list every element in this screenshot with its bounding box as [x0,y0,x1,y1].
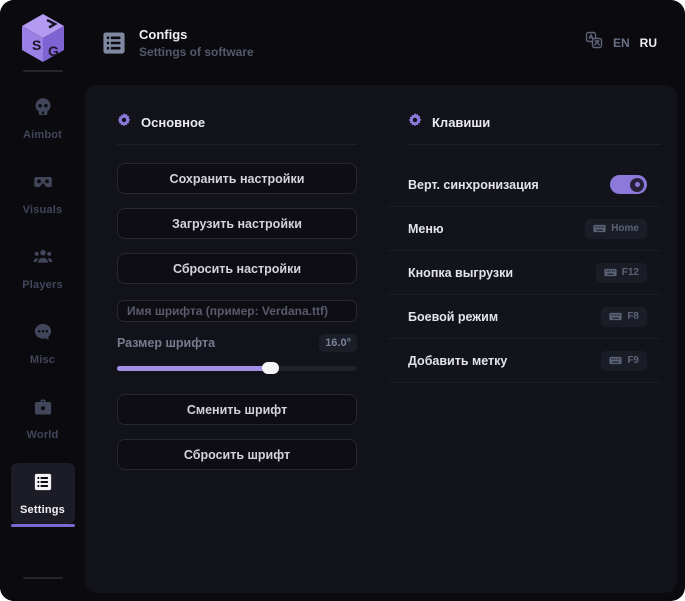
page-subtitle: Settings of software [139,44,254,59]
save-settings-button[interactable]: Сохранить настройки [117,163,357,194]
sidebar-item-label: Visuals [22,204,63,216]
page-title: Configs [139,26,188,42]
general-section-header: Основное [117,111,357,144]
sidebar-item-label: Aimbot [22,129,63,141]
add-mark-keybind-button[interactable]: F9 [601,350,647,371]
sidebar-item-misc[interactable]: Misc [11,313,75,374]
svg-text:S: S [32,37,41,53]
sidebar-item-settings[interactable]: Settings [10,463,75,527]
list-icon [33,472,53,497]
sidebar-item-aimbot[interactable]: Aimbot [11,88,75,149]
sidebar-item-label: World [26,429,59,441]
unload-keybind-button[interactable]: F12 [595,262,647,283]
reset-settings-button[interactable]: Сбросить настройки [117,253,357,284]
add-mark-key-row: Добавить метку F9 [388,339,661,383]
change-font-button[interactable]: Сменить шрифт [117,394,357,425]
main-area: Configs Settings of software EN RU Основ… [85,0,685,601]
lang-en-button[interactable]: EN [612,35,630,50]
reset-font-button[interactable]: Сбросить шрифт [117,439,357,470]
sidebar: S G Aimbot Visuals [0,0,85,601]
keyboard-icon [609,356,622,365]
general-section-title: Основное [141,115,206,130]
keys-section: Клавиши Верт. синхронизация Меню Home [388,111,677,593]
sidebar-item-visuals[interactable]: Visuals [11,163,75,224]
keyboard-icon [609,312,622,321]
font-size-slider[interactable] [117,362,357,374]
skull-icon [33,97,53,122]
lang-ru-button[interactable]: RU [639,35,657,50]
gear-icon [117,113,131,132]
slider-knob[interactable] [261,362,279,374]
keybind-value: Home [611,223,639,234]
vsync-row: Верт. синхронизация [388,163,661,207]
unload-key-label: Кнопка выгрузки [408,265,514,280]
briefcase-icon [33,397,53,422]
add-mark-key-label: Добавить метку [408,353,508,368]
section-divider [408,144,661,145]
menu-key-row: Меню Home [388,207,661,251]
toggle-knob [630,177,644,192]
sidebar-item-world[interactable]: World [11,388,75,449]
sidebar-item-players[interactable]: Players [11,238,75,299]
sidebar-nav: Aimbot Visuals Players Misc [0,88,85,527]
combat-keybind-button[interactable]: F8 [601,306,647,327]
configs-icon [101,30,127,56]
sidebar-item-label: Settings [20,504,65,516]
load-settings-button[interactable]: Загрузить настройки [117,208,357,239]
players-icon [33,247,53,272]
combat-key-label: Боевой режим [408,309,499,324]
language-switcher: EN RU [585,31,657,54]
cube-logo-icon: S G [21,14,64,62]
svg-text:G: G [48,43,59,59]
keybind-value: F8 [627,311,639,322]
vr-goggles-icon [33,172,53,197]
combat-key-row: Боевой режим F8 [388,295,661,339]
keyboard-icon [604,268,617,277]
sidebar-item-label: Misc [29,354,56,366]
sidebar-item-label: Players [22,279,63,291]
vsync-toggle[interactable] [610,175,647,194]
font-size-value-badge: 16.0° [319,334,357,352]
translate-icon [585,31,603,54]
keys-section-header: Клавиши [388,111,661,144]
font-size-label: Размер шрифта [117,336,216,350]
menu-key-label: Меню [408,221,444,236]
sidebar-divider-top [22,70,63,72]
sidebar-divider-bottom [22,577,63,579]
app-logo: S G [19,12,67,64]
general-section: Основное Сохранить настройки Загрузить н… [85,111,357,593]
section-divider [117,144,357,145]
unload-key-row: Кнопка выгрузки F12 [388,251,661,295]
menu-keybind-button[interactable]: Home [585,218,647,239]
vsync-label: Верт. синхронизация [408,177,539,192]
font-name-input[interactable] [117,300,357,322]
slider-fill [117,366,271,371]
keyboard-icon [593,224,606,233]
keys-section-title: Клавиши [432,115,491,130]
gear-icon [408,113,422,132]
content-panel: Основное Сохранить настройки Загрузить н… [85,85,677,593]
topbar: Configs Settings of software EN RU [85,0,685,85]
chat-icon [33,322,53,347]
keybind-value: F9 [627,355,639,366]
font-size-row: Размер шрифта 16.0° [117,334,357,352]
keybind-value: F12 [621,267,639,278]
page-titles: Configs Settings of software [139,27,254,59]
